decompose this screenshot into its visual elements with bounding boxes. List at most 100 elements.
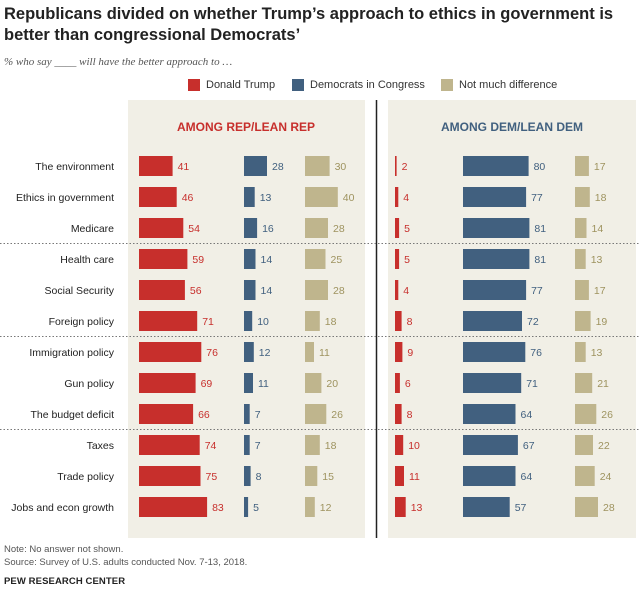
bar-0-0 (139, 404, 194, 424)
bar-value-label: 80 (534, 161, 546, 173)
bar-value-label: 8 (256, 471, 262, 483)
note-text: Note: No answer not shown. (4, 544, 124, 555)
bar-1-2 (575, 497, 598, 517)
bar-value-label: 76 (206, 347, 218, 359)
bar-0-1 (244, 466, 251, 486)
bar-value-label: 64 (521, 409, 533, 421)
bar-value-label: 11 (319, 347, 330, 359)
bar-0-2 (305, 497, 315, 517)
group-header-1: AMONG DEM/LEAN DEM (441, 120, 583, 134)
bar-value-label: 46 (182, 192, 194, 204)
category-label: Health care (60, 254, 114, 266)
bar-0-2 (305, 311, 320, 331)
legend-item-dem: Democrats in Congress (292, 79, 425, 91)
chart-subtitle: % who say ____ will have the better appr… (4, 56, 233, 68)
legend-item-trump: Donald Trump (188, 79, 275, 91)
brand-text: PEW RESEARCH CENTER (4, 576, 126, 587)
bar-0-0 (139, 497, 208, 517)
category-label: Jobs and econ growth (11, 502, 114, 514)
bar-value-label: 76 (530, 347, 542, 359)
source-text: Source: Survey of U.S. adults conducted … (4, 557, 248, 568)
bar-1-0 (395, 156, 397, 176)
legend-swatch-trump (188, 79, 200, 91)
bar-value-label: 26 (331, 409, 343, 421)
bar-1-0 (395, 218, 400, 238)
bar-0-1 (244, 404, 250, 424)
bar-1-1 (463, 156, 529, 176)
bar-value-label: 69 (201, 378, 213, 390)
bar-value-label: 59 (192, 254, 204, 266)
bar-value-label: 10 (408, 440, 420, 452)
chart-title: Republicans divided on whether Trump’s a… (4, 5, 614, 44)
bar-1-1 (463, 404, 516, 424)
bar-value-label: 4 (403, 285, 409, 297)
bar-1-1 (463, 187, 527, 207)
bar-value-label: 41 (178, 161, 190, 173)
bar-0-2 (305, 342, 314, 362)
category-label: Social Security (45, 285, 115, 297)
bar-value-label: 13 (591, 347, 603, 359)
bar-0-0 (139, 466, 201, 486)
bar-value-label: 75 (206, 471, 218, 483)
bar-1-0 (395, 404, 402, 424)
bar-value-label: 19 (596, 316, 608, 328)
bar-1-1 (463, 435, 518, 455)
bar-value-label: 7 (255, 409, 261, 421)
bar-value-label: 5 (404, 223, 410, 235)
bar-0-1 (244, 156, 267, 176)
bar-0-0 (139, 249, 188, 269)
bar-1-2 (575, 249, 586, 269)
bar-value-label: 54 (188, 223, 200, 235)
bar-0-1 (244, 311, 253, 331)
bar-value-label: 13 (411, 502, 423, 514)
bar-0-0 (139, 342, 202, 362)
bar-value-label: 5 (253, 502, 259, 514)
bar-1-1 (463, 280, 527, 300)
bar-0-2 (305, 156, 330, 176)
bar-1-1 (463, 249, 530, 269)
bar-value-label: 67 (523, 440, 535, 452)
bar-0-0 (139, 311, 198, 331)
bar-value-label: 16 (262, 223, 274, 235)
bar-0-1 (244, 187, 255, 207)
bar-value-label: 8 (407, 316, 413, 328)
bar-0-0 (139, 187, 177, 207)
bar-value-label: 14 (261, 254, 273, 266)
bar-value-label: 13 (260, 192, 272, 204)
bar-value-label: 8 (407, 409, 413, 421)
bar-1-2 (575, 187, 590, 207)
bar-0-2 (305, 280, 328, 300)
bar-value-label: 56 (190, 285, 202, 297)
bar-value-label: 17 (594, 161, 606, 173)
bar-value-label: 12 (259, 347, 271, 359)
bar-0-2 (305, 249, 326, 269)
category-label: Ethics in government (16, 192, 114, 204)
bar-value-label: 77 (531, 192, 543, 204)
category-label: Gun policy (64, 378, 114, 390)
bar-value-label: 26 (601, 409, 613, 421)
bar-1-0 (395, 435, 404, 455)
group-header-0: AMONG REP/LEAN REP (177, 120, 315, 134)
bar-0-1 (244, 280, 256, 300)
bar-value-label: 64 (521, 471, 533, 483)
bar-0-2 (305, 373, 322, 393)
bar-1-2 (575, 466, 595, 486)
bar-0-2 (305, 187, 338, 207)
legend-label-dem: Democrats in Congress (310, 79, 425, 91)
bar-value-label: 6 (405, 378, 411, 390)
bar-1-0 (395, 249, 400, 269)
bar-value-label: 7 (255, 440, 261, 452)
category-label: Medicare (71, 223, 114, 235)
bar-value-label: 21 (597, 378, 609, 390)
bar-value-label: 18 (595, 192, 607, 204)
bar-value-label: 14 (592, 223, 604, 235)
bar-value-label: 10 (257, 316, 269, 328)
bar-value-label: 74 (205, 440, 217, 452)
category-label: Trade policy (57, 471, 115, 483)
bar-value-label: 12 (320, 502, 332, 514)
bar-value-label: 22 (598, 440, 610, 452)
bar-value-label: 2 (402, 161, 408, 173)
bar-1-1 (463, 218, 530, 238)
bar-value-label: 83 (212, 502, 224, 514)
bar-0-1 (244, 373, 253, 393)
